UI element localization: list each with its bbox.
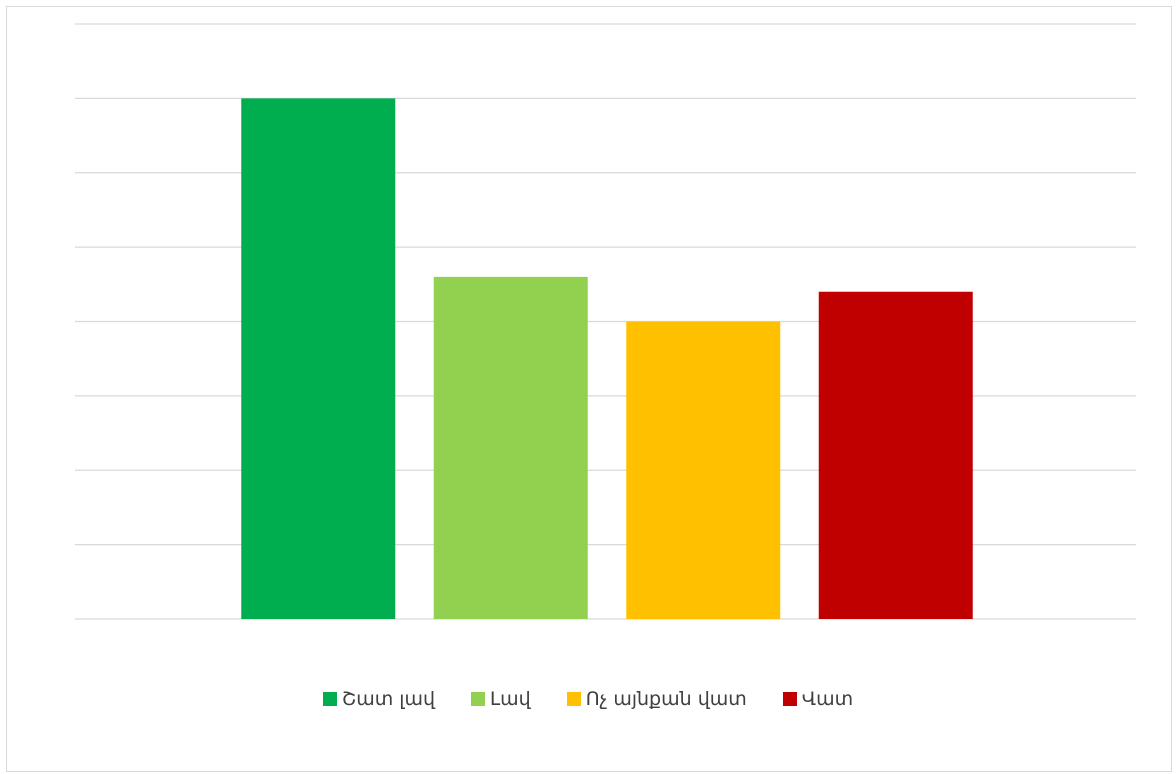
legend-swatch-not-so-bad <box>566 692 581 706</box>
bar-4 <box>818 291 973 619</box>
legend-label-good: Լավ <box>490 688 531 710</box>
legend-label-not-so-bad: Ոչ այնքան վատ <box>585 688 747 710</box>
chart-legend: Շատ լավ Լավ Ոչ այնքան վատ Վատ <box>0 688 1176 710</box>
legend-item-good: Լավ <box>471 688 531 710</box>
legend-swatch-very-good <box>322 692 337 706</box>
legend-item-bad: Վատ <box>782 688 854 710</box>
legend-item-very-good: Շատ լավ <box>322 688 436 710</box>
legend-label-bad: Վատ <box>801 688 854 710</box>
legend-swatch-good <box>471 692 486 706</box>
bar-2 <box>433 276 588 619</box>
legend-swatch-bad <box>782 692 797 706</box>
bar-1 <box>241 98 396 619</box>
bar-3 <box>626 321 781 619</box>
legend-item-not-so-bad: Ոչ այնքան վատ <box>566 688 747 710</box>
chart-frame <box>6 6 1172 772</box>
legend-label-very-good: Շատ լավ <box>341 688 436 710</box>
